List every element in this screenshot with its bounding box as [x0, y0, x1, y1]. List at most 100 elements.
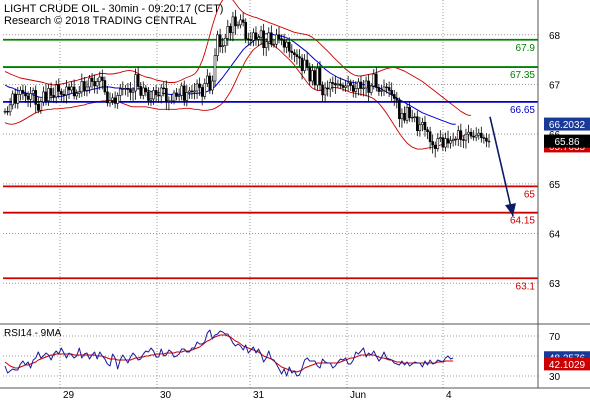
candle [206, 69, 209, 87]
candle-body [221, 45, 224, 48]
candle [229, 23, 232, 41]
candle [75, 89, 79, 100]
rsi-value-box-1: 42.1029 [544, 357, 590, 371]
candle-body [177, 95, 181, 97]
candle-body [21, 90, 25, 94]
rsi-tick-label: 70 [549, 332, 561, 343]
rsi-value-box-1-text: 42.1029 [549, 360, 586, 371]
candle-body [410, 116, 414, 119]
candle [385, 82, 388, 94]
candle [398, 97, 401, 128]
candle [95, 78, 99, 94]
candle-body [106, 91, 109, 104]
candle [88, 75, 91, 94]
candle [341, 82, 345, 92]
candle [175, 87, 178, 101]
candle [246, 32, 250, 45]
candle [436, 133, 440, 152]
candle-body [103, 80, 107, 93]
candle-body [339, 83, 342, 86]
candle-body [459, 130, 463, 140]
candle [474, 127, 478, 142]
candle-body [328, 82, 332, 90]
candle-body [139, 86, 143, 96]
candle-body [229, 26, 232, 34]
x-tick-label: 30 [160, 390, 172, 400]
candle [208, 72, 212, 94]
candle [121, 81, 125, 96]
candle-body [88, 77, 91, 88]
candle-body [111, 97, 114, 101]
candle-body [203, 83, 207, 97]
candle-body [85, 86, 89, 91]
candle [267, 27, 271, 51]
candle-body [93, 81, 96, 87]
candle [354, 80, 358, 98]
candle-body [254, 32, 258, 40]
candle [439, 130, 442, 143]
candle [103, 76, 107, 95]
candle-body [469, 131, 473, 137]
candle [154, 84, 158, 102]
candle [257, 34, 260, 47]
candle [423, 115, 427, 137]
candle [62, 89, 66, 103]
level-label: 67.9 [516, 43, 536, 54]
candle [477, 128, 481, 140]
candle [44, 84, 48, 106]
candle-body [118, 88, 122, 96]
candle-body [467, 131, 470, 135]
projection-arrow-shaft [489, 116, 514, 217]
candle [190, 84, 194, 99]
candle-body [359, 81, 363, 89]
candle-body [364, 80, 368, 89]
candle [418, 116, 422, 137]
candle-body [11, 93, 14, 106]
candle-body [305, 59, 309, 68]
candle [8, 97, 12, 116]
candle-body [482, 137, 486, 139]
candle-body [451, 138, 455, 141]
candle-body [313, 70, 317, 86]
candle-body [375, 73, 378, 88]
candle [200, 84, 204, 106]
y-tick-label: 65 [549, 180, 561, 191]
candle-body [474, 134, 478, 138]
candle [252, 28, 255, 47]
level-label: 64.15 [510, 216, 535, 227]
candle-body [344, 85, 347, 88]
candle [216, 30, 219, 62]
candle-body [223, 37, 227, 47]
candle-body [277, 34, 281, 40]
candle-body [485, 137, 488, 142]
candle [462, 136, 465, 149]
candle [80, 73, 84, 97]
candle-body [487, 140, 491, 143]
candle-body [308, 66, 312, 82]
candle [377, 83, 381, 96]
candle [3, 108, 7, 115]
candle-body [415, 116, 419, 131]
candle [11, 90, 14, 110]
candle [308, 62, 312, 85]
candle [136, 66, 140, 90]
candle [328, 78, 332, 97]
candle-body [116, 95, 119, 104]
candle-body [377, 87, 381, 92]
candle-body [57, 84, 61, 92]
candle-body [157, 94, 160, 97]
candle-body [208, 75, 212, 91]
candle [116, 92, 119, 109]
candle [369, 82, 373, 96]
candle-body [83, 81, 86, 91]
rsi-title: RSI14 - 9MA [4, 328, 62, 339]
candle [21, 84, 25, 100]
candle [159, 83, 163, 104]
candle [67, 83, 71, 99]
candle [456, 125, 460, 147]
candle-body [3, 111, 7, 113]
y-tick-label: 68 [549, 31, 561, 42]
candle [244, 18, 248, 44]
candle-body [170, 100, 173, 102]
candle-body [175, 92, 178, 97]
